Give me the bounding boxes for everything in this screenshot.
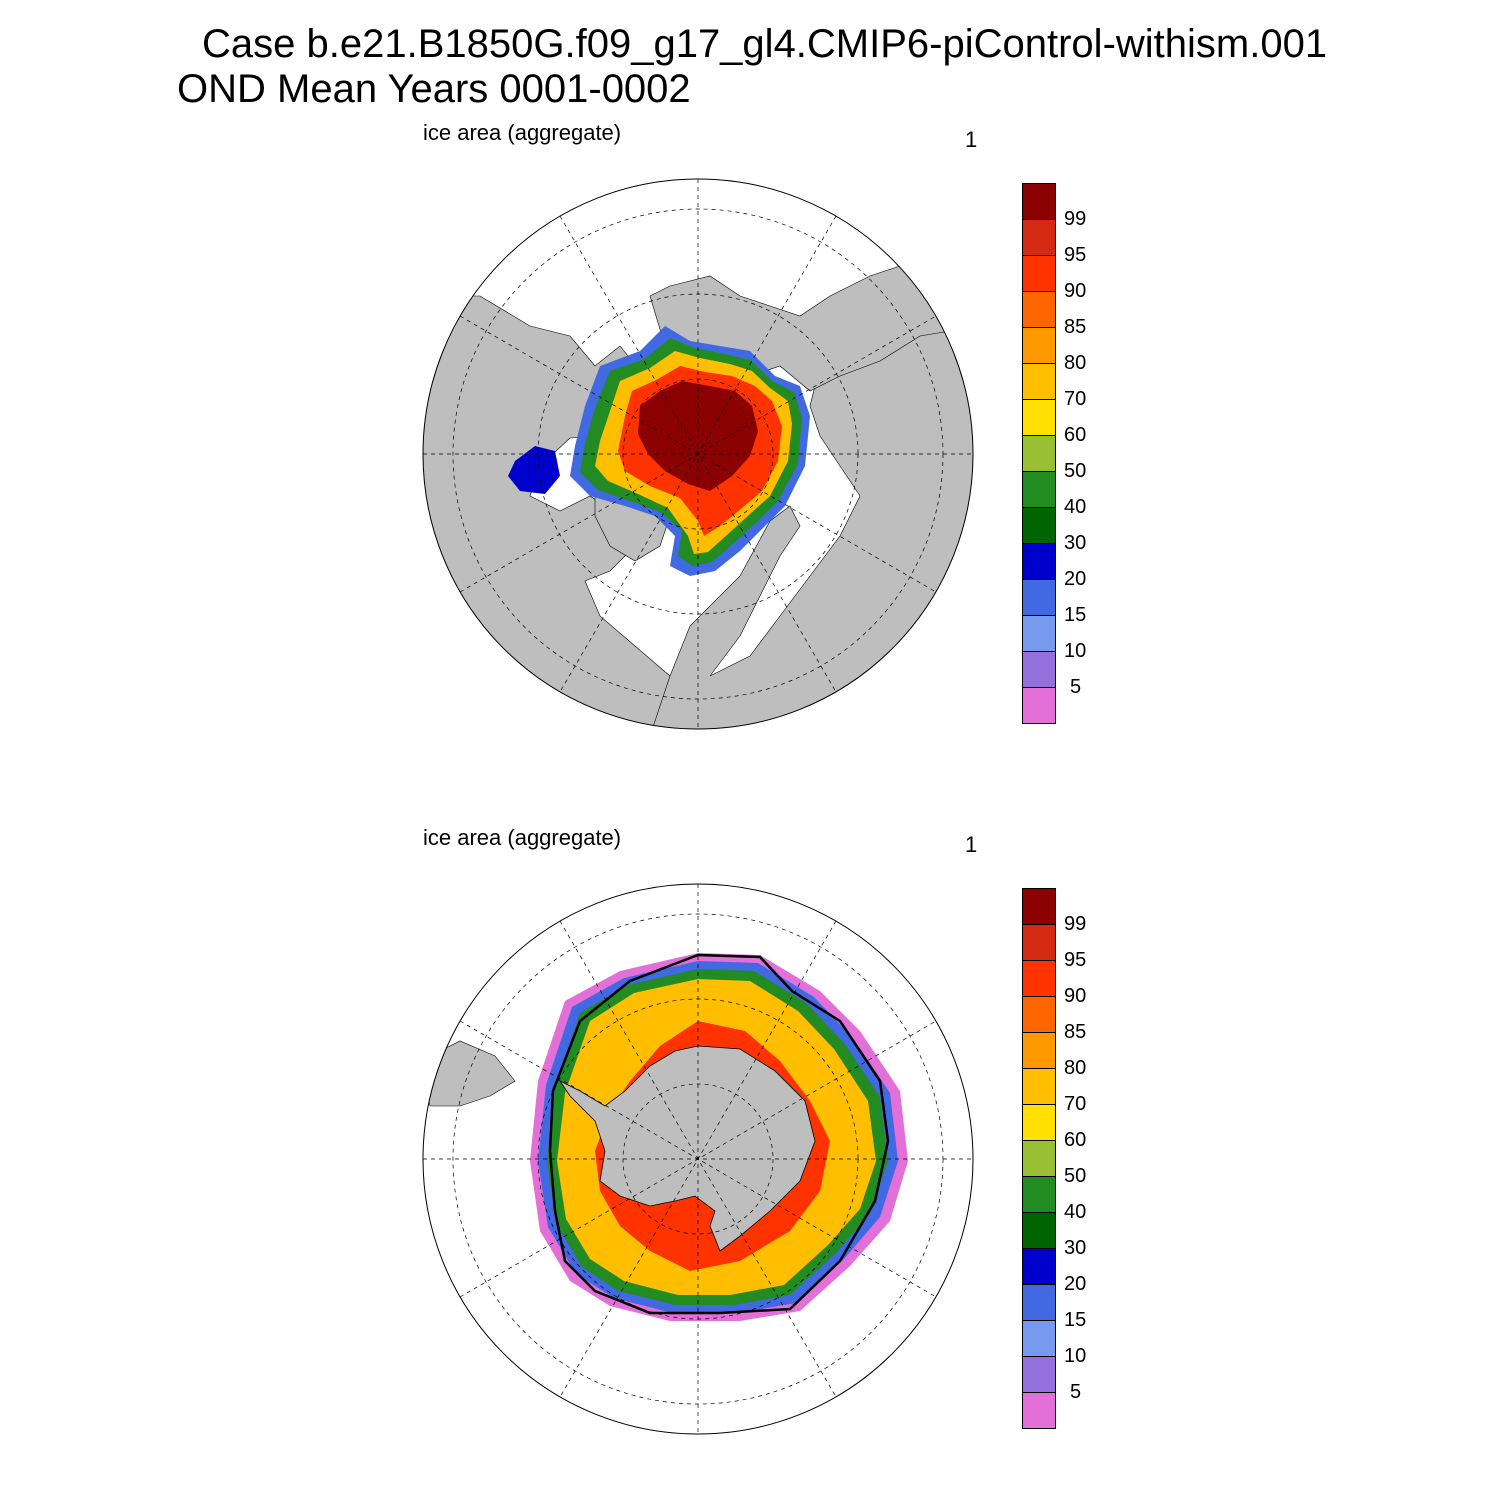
south-colorbar-label: 5 [1070, 1381, 1082, 1403]
south-land-antarctica [558, 1045, 816, 1252]
north-polar-map [422, 178, 974, 730]
south-colorbar-label: 50 [1064, 1165, 1087, 1187]
south-colorbar-swatch [1022, 960, 1056, 996]
south-colorbar-label: 70 [1064, 1093, 1087, 1115]
south-colorbar-label: 15 [1064, 1309, 1087, 1331]
south-colorbar-label: 40 [1064, 1201, 1087, 1223]
north-colorbar-label: 20 [1064, 568, 1087, 590]
plot-title-case: Case b.e21.B1850G.f09_g17_gl4.CMIP6-piCo… [202, 22, 1328, 66]
north-colorbar-swatch [1022, 255, 1056, 291]
south-colorbar-swatch [1022, 1284, 1056, 1320]
south-colorbar-label: 20 [1064, 1273, 1087, 1295]
north-colorbar-label: 80 [1064, 352, 1087, 374]
plot-title-period: OND Mean Years 0001-0002 [177, 67, 691, 111]
north-colorbar-label: 85 [1064, 316, 1087, 338]
south-map-boundary [422, 883, 974, 1435]
north-colorbar-label: 15 [1064, 604, 1087, 626]
north-colorbar-label: 90 [1064, 280, 1087, 302]
north-colorbar-swatch [1022, 363, 1056, 399]
north-colorbar-label: 60 [1064, 424, 1087, 446]
north-colorbar: 99 95 90 85 80 70 60 50 40 30 20 15 10 5 [1022, 183, 1086, 724]
north-colorbar-swatch [1022, 579, 1056, 615]
north-colorbar-swatch [1022, 399, 1056, 435]
south-colorbar-label: 80 [1064, 1057, 1087, 1079]
south-colorbar-swatch [1022, 996, 1056, 1032]
north-colorbar-swatch [1022, 327, 1056, 363]
south-colorbar-swatch [1022, 1140, 1056, 1176]
north-colorbar-label: 70 [1064, 388, 1087, 410]
north-colorbar-swatch [1022, 543, 1056, 579]
south-colorbar-swatch [1022, 1212, 1056, 1248]
north-colorbar-label: 50 [1064, 460, 1087, 482]
south-colorbar-label: 90 [1064, 985, 1087, 1007]
north-colorbar-swatch [1022, 615, 1056, 651]
south-colorbar-swatch [1022, 1032, 1056, 1068]
south-colorbar-swatch [1022, 888, 1056, 924]
north-colorbar-label: 40 [1064, 496, 1087, 518]
north-colorbar-swatch [1022, 219, 1056, 255]
north-panel-label: ice area (aggregate) [423, 120, 622, 145]
north-map-boundary [422, 178, 974, 730]
south-colorbar-label: 85 [1064, 1021, 1087, 1043]
north-colorbar-label: 10 [1064, 640, 1087, 662]
south-ice-edge-contour [548, 953, 890, 1315]
north-colorbar-swatch [1022, 507, 1056, 543]
south-colorbar-swatch [1022, 1176, 1056, 1212]
south-land-south-america [423, 1040, 516, 1107]
north-ice-hudson [508, 446, 560, 494]
south-colorbar-swatch [1022, 924, 1056, 960]
south-colorbar-label: 95 [1064, 949, 1087, 971]
north-colorbar-label: 5 [1070, 676, 1082, 698]
north-colorbar-label: 95 [1064, 244, 1087, 266]
south-colorbar-swatch [1022, 1320, 1056, 1356]
south-colorbar-label: 10 [1064, 1345, 1087, 1367]
north-colorbar-label: 30 [1064, 532, 1087, 554]
south-colorbar-swatch [1022, 1248, 1056, 1284]
north-colorbar-swatch [1022, 183, 1056, 219]
south-colorbar-swatch [1022, 1068, 1056, 1104]
south-colorbar-label: 60 [1064, 1129, 1087, 1151]
south-colorbar-swatch [1022, 1104, 1056, 1140]
north-colorbar-swatch [1022, 687, 1056, 724]
south-colorbar-label: 30 [1064, 1237, 1087, 1259]
south-colorbar-swatch [1022, 1356, 1056, 1392]
north-colorbar-swatch [1022, 471, 1056, 507]
south-colorbar-swatch [1022, 1392, 1056, 1429]
south-colorbar-label: 99 [1064, 913, 1087, 935]
south-panel-label: ice area (aggregate) [423, 825, 622, 850]
south-polar-map [422, 883, 974, 1435]
north-colorbar-swatch [1022, 435, 1056, 471]
north-colorbar-swatch [1022, 651, 1056, 687]
north-panel-number: 1 [965, 127, 978, 152]
north-colorbar-label: 99 [1064, 208, 1087, 230]
south-colorbar: 99 95 90 85 80 70 60 50 40 30 20 15 10 5 [1022, 888, 1086, 1429]
north-colorbar-swatch [1022, 291, 1056, 327]
south-panel-number: 1 [965, 832, 978, 857]
